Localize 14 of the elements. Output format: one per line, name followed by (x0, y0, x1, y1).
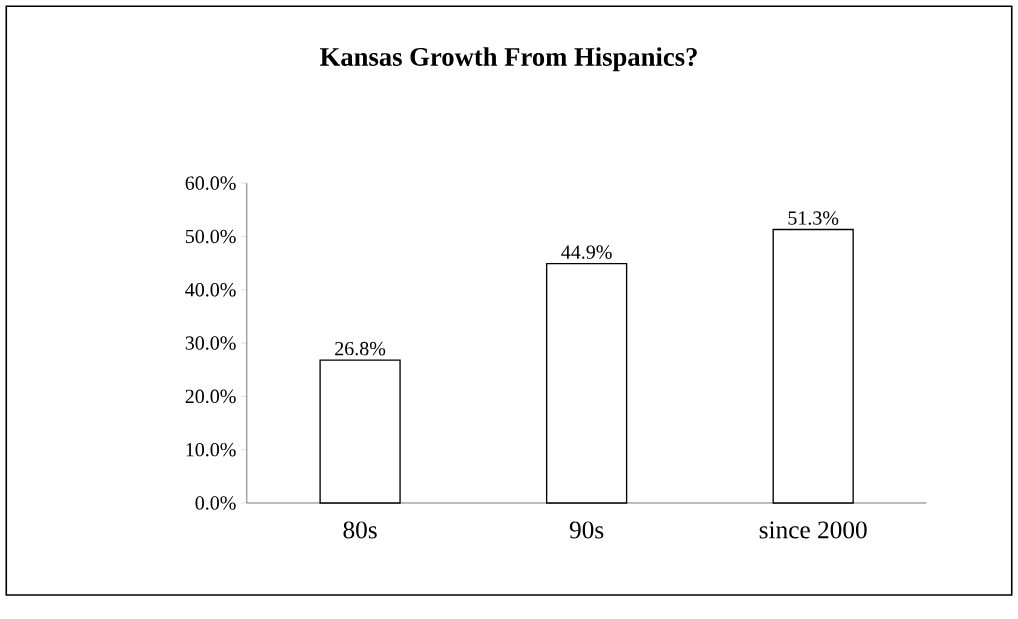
y-tick-label: 60.0% (185, 176, 236, 190)
y-tick-label: 50.0% (185, 229, 236, 244)
y-tick-label: 10.0% (186, 442, 236, 457)
x-tick-label: since 2000 (759, 521, 867, 539)
data-label: 51.3% (788, 211, 839, 225)
x-tick-label: 90s (569, 521, 604, 539)
y-tick-label: 30.0% (185, 336, 236, 350)
chart-title: Kansas Growth From Hispanics? (320, 47, 697, 72)
y-tick-label: 0.0% (195, 496, 236, 510)
y-tick-label: 40.0% (185, 282, 236, 297)
data-label: 26.8% (335, 341, 386, 356)
data-label: 44.9% (561, 245, 612, 259)
x-tick-label: 80s (343, 521, 377, 539)
y-tick-label: 20.0% (185, 389, 236, 404)
